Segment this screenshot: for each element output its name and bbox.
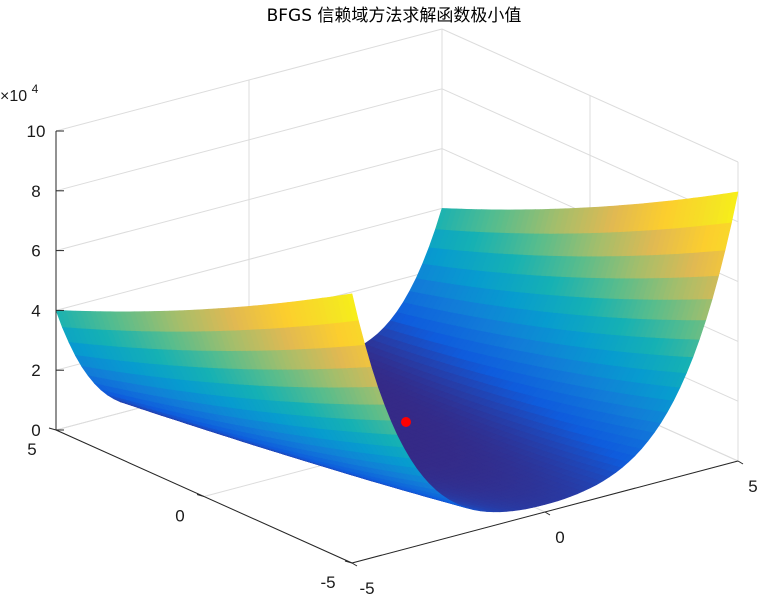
- y-tick: [48, 427, 57, 431]
- z-exponent-power: 4: [32, 82, 39, 96]
- y-tick: [196, 494, 205, 497]
- z-tick-label: 6: [31, 242, 40, 261]
- y-tick-label: -5: [320, 573, 335, 592]
- x-tick-label: 0: [555, 528, 564, 547]
- x-tick-label: 5: [748, 477, 757, 496]
- x-tick: [737, 460, 744, 465]
- z-axis-exponent: ×10 4: [0, 82, 39, 105]
- z-exponent-base: ×10: [0, 88, 27, 105]
- y-tick-label: 5: [27, 440, 36, 459]
- z-tick-label: 2: [31, 361, 40, 380]
- z-tick-label: 0: [31, 421, 40, 440]
- surface-patch: [726, 191, 739, 224]
- surface: [55, 191, 739, 513]
- axes: [48, 130, 744, 567]
- x-tick: [351, 562, 358, 567]
- z-tick-label: 4: [31, 301, 40, 320]
- x-tick-label: -5: [359, 579, 374, 597]
- y-tick-label: 0: [175, 507, 184, 526]
- x-tick: [544, 511, 551, 516]
- z-tick-label: 8: [31, 182, 40, 201]
- z-tick-label: 10: [27, 122, 46, 141]
- minimum-marker-layer: [401, 417, 411, 427]
- y-tick: [344, 560, 353, 564]
- minimum-point-marker: [401, 417, 411, 427]
- x-axis-line: [351, 460, 739, 564]
- chart-title: BFGS 信赖域方法求解函数极小值: [267, 6, 522, 26]
- svg-text:×10 4: ×10 4: [0, 82, 39, 105]
